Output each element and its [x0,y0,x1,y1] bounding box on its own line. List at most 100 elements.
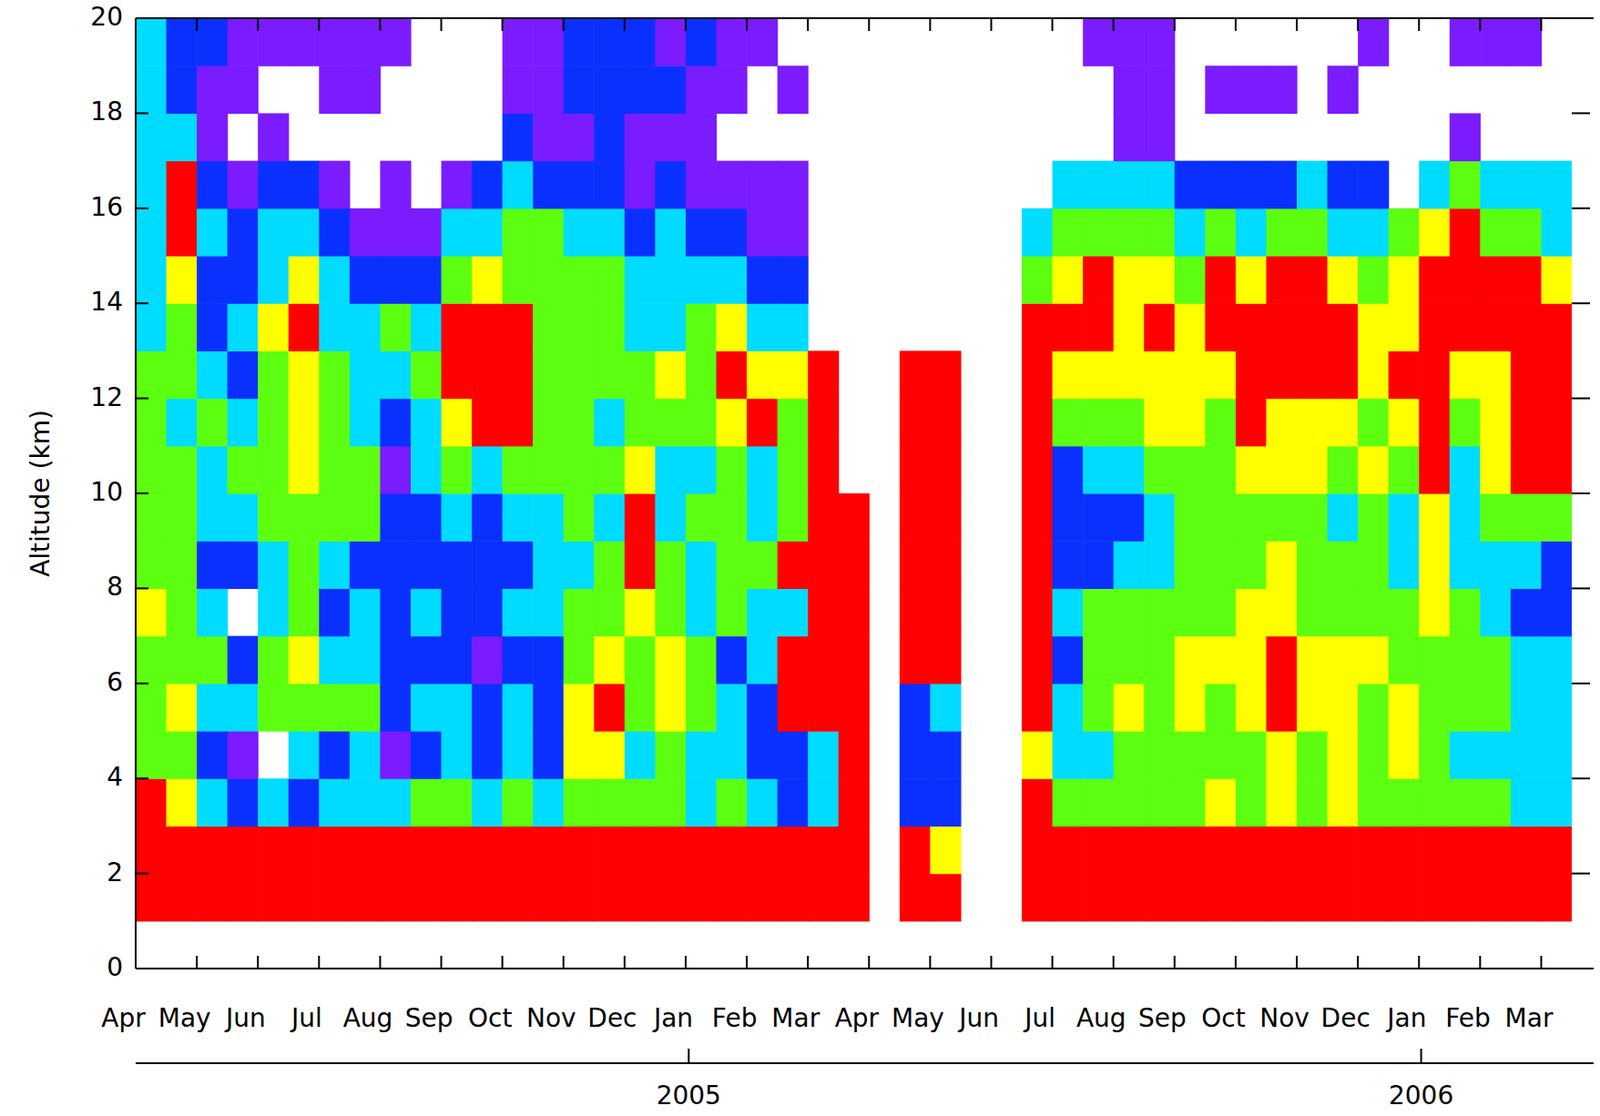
x-tick [562,956,565,969]
cell [196,112,228,162]
top-axis-line [135,17,1594,20]
x-tick [256,956,259,969]
cell [1204,493,1236,542]
cell [379,636,411,685]
cell [1449,778,1481,827]
cell [532,65,564,114]
cell [532,398,564,448]
cell [716,588,748,637]
cell [227,636,259,685]
cell [1418,208,1450,257]
cell [318,398,350,448]
cell [716,303,748,352]
cell [563,874,595,923]
cell [1021,208,1053,257]
cell [318,874,350,923]
cell [1449,540,1481,590]
cell [1082,825,1114,875]
cell [1296,208,1328,257]
cell [379,778,411,827]
cell [135,588,167,637]
cell [379,398,411,448]
cell [1479,825,1511,875]
x-top-tick [1051,18,1054,31]
cell [1143,874,1175,923]
cell [379,588,411,637]
x-tick [806,956,809,969]
cell [196,588,228,637]
cell [838,825,870,875]
cell [349,398,381,448]
cell [563,731,595,780]
cell [532,161,564,210]
x-tick [195,956,198,969]
cell [532,540,564,590]
cell [1265,731,1297,780]
cell [929,540,961,590]
cell [257,540,289,590]
cell [1021,874,1053,923]
cell [288,255,320,305]
cell [410,303,442,352]
cell [1327,161,1359,210]
cell [1296,255,1328,305]
cell [441,588,473,637]
cell [288,683,320,733]
cell [899,825,931,875]
cell [135,874,167,923]
cell [318,161,350,210]
cell [196,446,228,495]
cell [1021,731,1053,780]
cell [624,731,656,780]
cell [196,683,228,733]
cell [1174,446,1206,495]
cell [1204,874,1236,923]
cell [807,778,839,827]
cell [1296,493,1328,542]
cell [166,446,198,495]
cell [1235,778,1267,827]
cell [685,874,717,923]
cell [654,825,686,875]
cell [563,303,595,352]
cell [196,778,228,827]
cell [257,112,289,162]
cell [899,588,931,637]
cell [471,493,503,542]
cell [777,540,809,590]
cell [1418,588,1450,637]
cell [349,208,381,257]
cell [1540,350,1572,399]
cell [502,446,534,495]
cell [899,778,931,827]
cell [1052,683,1084,733]
cell [1113,778,1145,827]
cell [1357,825,1389,875]
cell [1540,398,1572,448]
cell [379,208,411,257]
cell [563,778,595,827]
x-tick-label: Sep [405,1003,454,1034]
cell [1113,18,1145,67]
cell [1052,446,1084,495]
cell [838,683,870,733]
cell [1235,446,1267,495]
cell [1143,588,1175,637]
cell [257,303,289,352]
x-top-tick [623,18,626,31]
cell [349,636,381,685]
cell [1235,683,1267,733]
cell [471,540,503,590]
cell [1021,255,1053,305]
cell [1479,255,1511,305]
cell [1510,731,1542,780]
cell [318,588,350,637]
cell [349,65,381,114]
cell [1052,493,1084,542]
cell [379,683,411,733]
cell [685,161,717,210]
cell [685,350,717,399]
cell [563,540,595,590]
cell [318,255,350,305]
cell [532,18,564,67]
